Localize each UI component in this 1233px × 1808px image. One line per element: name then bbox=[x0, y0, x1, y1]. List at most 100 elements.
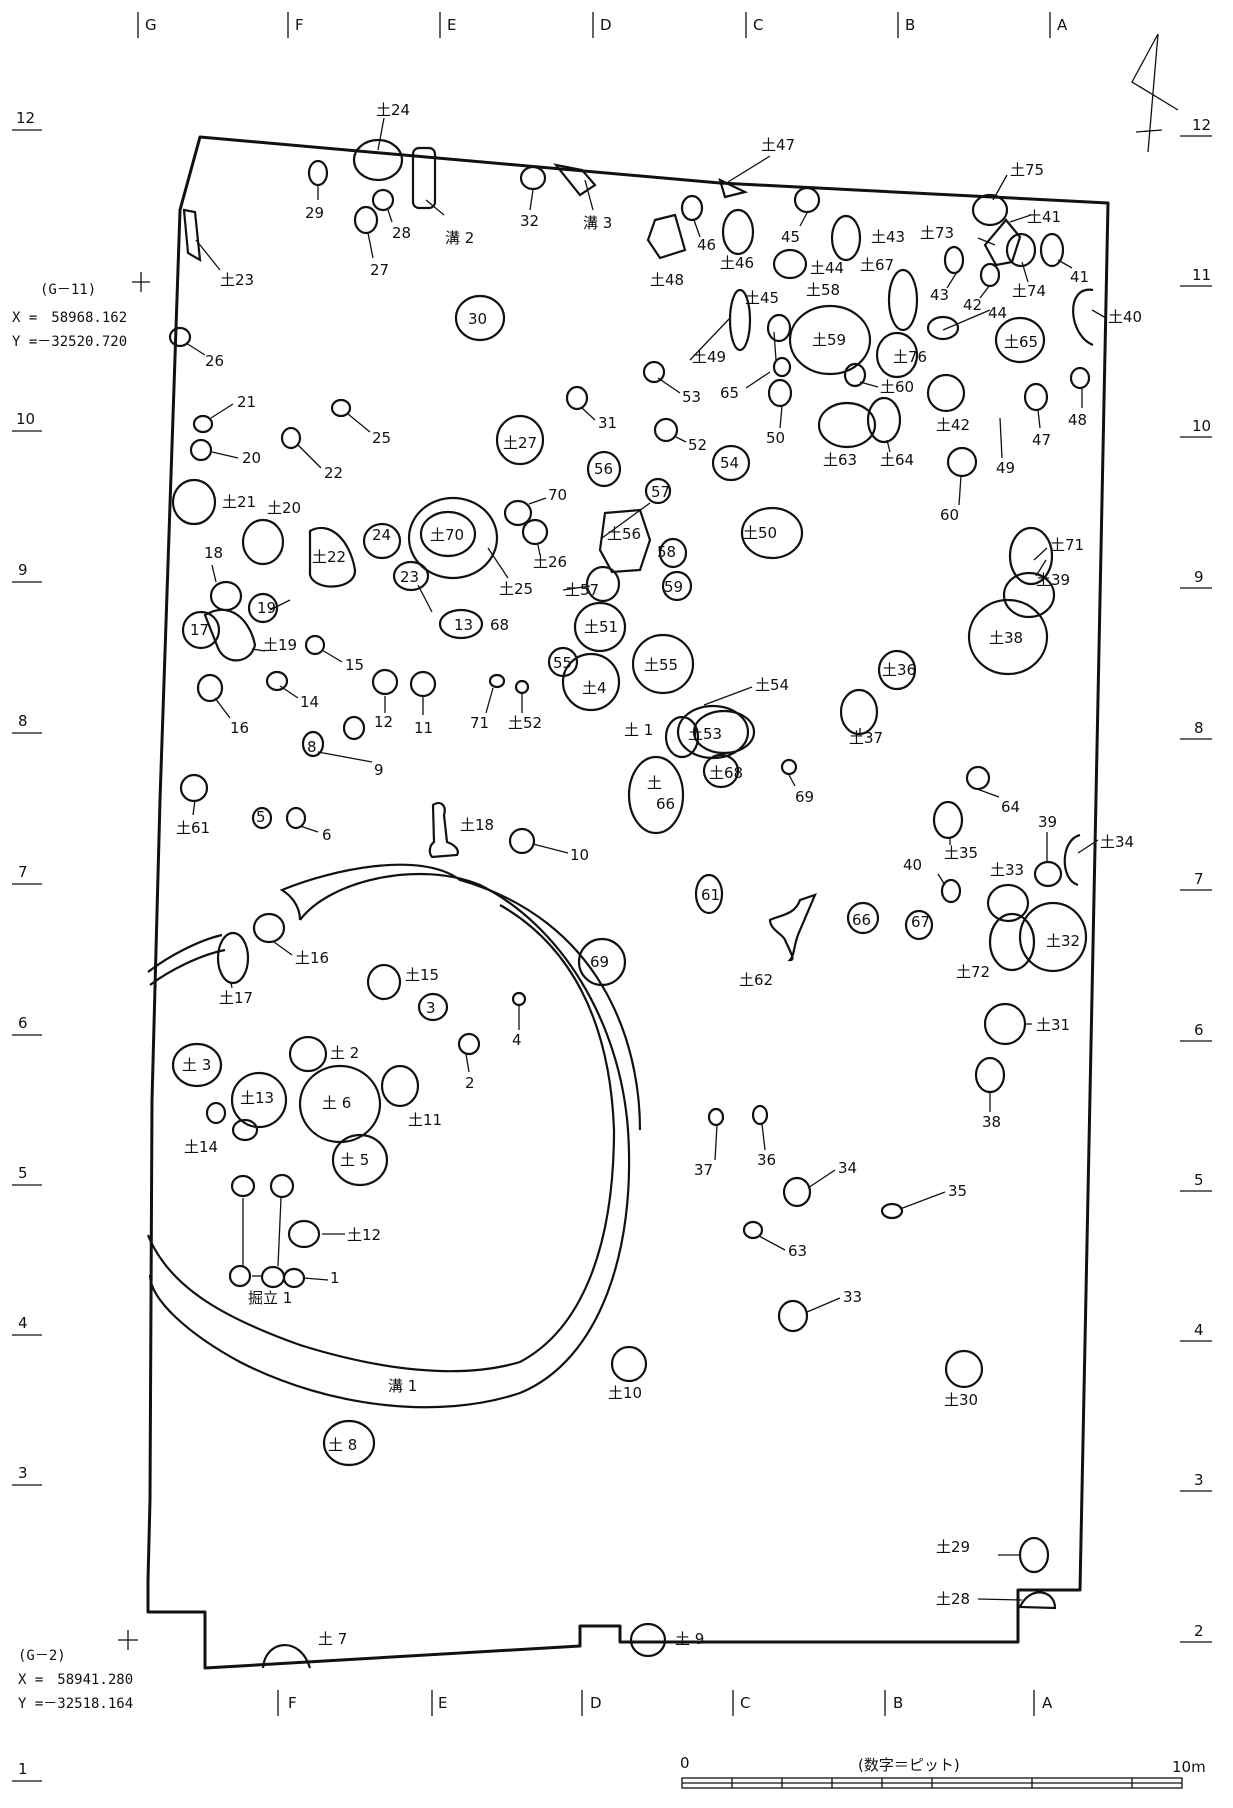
label-d18: 土18 bbox=[460, 816, 494, 834]
label-d67: 土67 bbox=[860, 256, 894, 274]
label-d72: 土72 bbox=[956, 963, 990, 981]
label-d11: 土11 bbox=[408, 1111, 442, 1129]
label-d58: 土58 bbox=[806, 281, 840, 299]
grid-letter-top-C: C bbox=[753, 16, 763, 34]
label-p5: 5 bbox=[256, 808, 266, 826]
label-p18: 18 bbox=[204, 544, 223, 562]
label-d3: 土 3 bbox=[182, 1056, 211, 1074]
label-p55: 55 bbox=[553, 654, 572, 672]
label-p29: 29 bbox=[305, 204, 324, 222]
label-d14: 土14 bbox=[184, 1138, 218, 1156]
label-p1: 1 bbox=[330, 1269, 340, 1287]
row-number-right-6: 6 bbox=[1194, 1021, 1204, 1039]
row-number-left-1: 1 bbox=[18, 1760, 28, 1778]
label-p59: 59 bbox=[664, 578, 683, 596]
survey-point-bottom: (G－2) X = 58941.280 Y =－32518.164 bbox=[18, 1630, 138, 1712]
feature-ditch2 bbox=[411, 146, 437, 210]
label-p21: 21 bbox=[237, 393, 256, 411]
label-p57: 57 bbox=[651, 483, 670, 501]
label-p2: 2 bbox=[465, 1074, 475, 1092]
label-d66-b: 66 bbox=[656, 795, 675, 813]
north-arrow-icon bbox=[1131, 33, 1179, 153]
label-p36: 36 bbox=[757, 1151, 776, 1169]
survey-point-top-x: X = 58968.162 bbox=[12, 310, 127, 326]
label-d45: 土45 bbox=[745, 289, 779, 307]
label-p26: 26 bbox=[205, 352, 224, 370]
label-d53: 土53 bbox=[688, 725, 722, 743]
row-number-left-6: 6 bbox=[18, 1014, 28, 1032]
row-number-right-10: 10 bbox=[1192, 417, 1211, 435]
label-d64: 土64 bbox=[880, 451, 914, 469]
label-d52: 土52 bbox=[508, 714, 542, 732]
label-p53: 53 bbox=[682, 388, 701, 406]
label-d50: 土50 bbox=[743, 524, 777, 542]
label-p16: 16 bbox=[230, 719, 249, 737]
grid-letter-bottom-A: A bbox=[1042, 1694, 1053, 1712]
label-d47: 土47 bbox=[761, 136, 795, 154]
row-number-left-10: 10 bbox=[16, 410, 35, 428]
label-p71: 71 bbox=[470, 714, 489, 732]
grid-letter-top-G: G bbox=[145, 16, 157, 34]
label-d12: 土12 bbox=[347, 1226, 381, 1244]
label-d25: 土25 bbox=[499, 580, 533, 598]
label-p11: 11 bbox=[414, 719, 433, 737]
label-d26: 土26 bbox=[533, 553, 567, 571]
label-p38: 38 bbox=[982, 1113, 1001, 1131]
label-p37: 37 bbox=[694, 1161, 713, 1179]
label-d17: 土17 bbox=[219, 989, 253, 1007]
label-d28: 土28 bbox=[936, 1590, 970, 1608]
scale-start-label: 0 bbox=[680, 1754, 690, 1772]
label-d13: 土13 bbox=[240, 1089, 274, 1107]
grid-letter-top-D: D bbox=[600, 16, 612, 34]
label-d70: 土70 bbox=[430, 526, 464, 544]
label-d7: 土 7 bbox=[318, 1630, 347, 1648]
label-d66-a: 土 bbox=[647, 774, 662, 792]
bottom-grid-axis: F E D C B A bbox=[277, 1690, 1053, 1716]
label-p46: 46 bbox=[697, 236, 716, 254]
label-p33: 33 bbox=[843, 1288, 862, 1306]
label-d74: 土74 bbox=[1012, 282, 1046, 300]
grid-letter-bottom-D: D bbox=[590, 1694, 602, 1712]
label-p64: 64 bbox=[1001, 798, 1020, 816]
label-d65: 土65 bbox=[1004, 333, 1038, 351]
grid-letter-bottom-B: B bbox=[893, 1694, 903, 1712]
label-d23: 土23 bbox=[220, 271, 254, 289]
row-number-left-12: 12 bbox=[16, 109, 35, 127]
label-d73: 土73 bbox=[920, 224, 954, 242]
label-p60: 60 bbox=[940, 506, 959, 524]
label-p22: 22 bbox=[324, 464, 343, 482]
survey-point-top-label: (G－11) bbox=[40, 282, 96, 298]
feature-labels: 土24 29 28 27 溝 2 32 溝 3 土47 土75 土41 41 土… bbox=[176, 101, 1142, 1648]
label-p23: 23 bbox=[400, 568, 419, 586]
label-ditch3: 溝 3 bbox=[583, 214, 612, 232]
survey-point-bottom-label: (G－2) bbox=[18, 1648, 66, 1664]
grid-letter-bottom-E: E bbox=[438, 1694, 447, 1712]
label-p56: 56 bbox=[594, 460, 613, 478]
row-number-left-3: 3 bbox=[18, 1464, 28, 1482]
label-p65: 65 bbox=[720, 384, 739, 402]
label-p4: 4 bbox=[512, 1031, 522, 1049]
label-p43: 43 bbox=[930, 286, 949, 304]
row-number-left-9: 9 bbox=[18, 561, 28, 579]
label-d54: 土54 bbox=[755, 676, 789, 694]
label-d41: 土41 bbox=[1027, 208, 1061, 226]
label-d61: 土61 bbox=[176, 819, 210, 837]
label-d31: 土31 bbox=[1036, 1016, 1070, 1034]
row-number-left-7: 7 bbox=[18, 863, 28, 881]
label-d8: 土 8 bbox=[328, 1436, 357, 1454]
label-p52: 52 bbox=[688, 436, 707, 454]
label-d20: 土20 bbox=[267, 499, 301, 517]
label-p39: 39 bbox=[1038, 813, 1057, 831]
label-p8: 8 bbox=[307, 738, 317, 756]
scale-end-label: 10m bbox=[1172, 1758, 1206, 1776]
label-p27: 27 bbox=[370, 261, 389, 279]
survey-point-bottom-x: X = 58941.280 bbox=[18, 1672, 133, 1688]
scale-bar: 0 (数字＝ピット) 10m bbox=[680, 1754, 1206, 1789]
label-p69b: 69 bbox=[590, 953, 609, 971]
feature-d24 bbox=[352, 138, 404, 182]
label-p48: 48 bbox=[1068, 411, 1087, 429]
label-d29: 土29 bbox=[936, 1538, 970, 1556]
label-p63: 63 bbox=[788, 1242, 807, 1260]
label-ditch1: 溝 1 bbox=[388, 1377, 417, 1395]
label-p42: 42 bbox=[963, 296, 982, 314]
